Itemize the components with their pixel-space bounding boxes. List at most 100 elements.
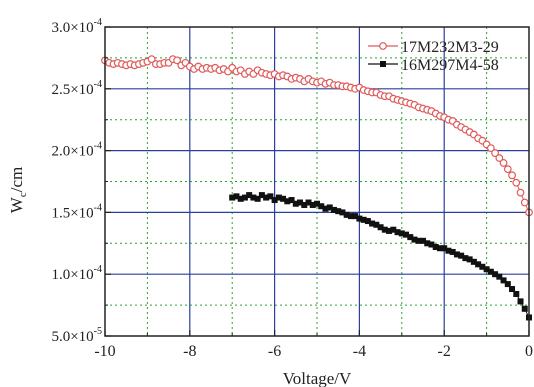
data-point (521, 305, 528, 312)
data-point (398, 230, 405, 237)
data-point (343, 211, 350, 218)
data-point (503, 165, 512, 174)
data-point (504, 281, 511, 288)
data-point (258, 192, 265, 199)
y-tick-label: 1.5×10-4 (51, 202, 102, 221)
data-point (237, 195, 244, 202)
data-point (428, 241, 435, 248)
data-point (347, 213, 354, 220)
y-tick-mantissa: 1.5×10 (51, 205, 93, 221)
data-point (271, 197, 278, 204)
x-tick-label: -4 (353, 343, 366, 360)
data-point (369, 220, 376, 227)
y-axis-label-unit: /cm (7, 167, 26, 193)
data-point (352, 213, 359, 220)
data-point (517, 298, 524, 305)
y-tick-exponent: -4 (94, 202, 102, 213)
data-point (318, 203, 325, 210)
data-point (486, 144, 495, 153)
y-tick-label: 1.0×10-4 (51, 264, 102, 283)
data-point (339, 209, 346, 216)
legend-marker-2 (380, 61, 386, 67)
data-point (441, 245, 448, 252)
data-point (330, 206, 337, 213)
data-point (360, 216, 367, 223)
x-tick-label: -6 (268, 343, 281, 360)
y-tick-mantissa: 2.5×10 (51, 82, 93, 98)
series-2 (229, 192, 532, 321)
data-point (386, 227, 393, 234)
data-point (407, 234, 414, 241)
data-point (403, 231, 410, 238)
legend-marker-1 (379, 42, 387, 50)
data-point (301, 201, 308, 208)
data-point (495, 154, 504, 162)
legend: 17M232M3-29 16M297M4-58 (368, 39, 499, 74)
data-point (326, 204, 333, 211)
data-point (470, 258, 477, 265)
data-point (520, 198, 529, 207)
x-axis-label: Voltage/V (283, 369, 352, 387)
y-tick-mantissa: 2.0×10 (51, 144, 93, 160)
data-point (241, 194, 248, 201)
data-point (516, 188, 525, 197)
y-tick-label: 2.0×10-4 (51, 141, 102, 160)
data-point (254, 195, 261, 202)
data-point (462, 255, 469, 262)
data-point (491, 149, 499, 157)
y-tick-exponent: -4 (94, 141, 102, 152)
data-point (508, 171, 516, 180)
data-point (487, 268, 494, 275)
data-point (364, 218, 371, 225)
data-point (292, 200, 299, 207)
data-point (445, 247, 452, 254)
data-point (284, 198, 291, 205)
x-tick-label: -8 (183, 343, 196, 360)
data-point (436, 245, 443, 252)
y-axis-label: Wc/cm (7, 167, 29, 213)
data-point (513, 290, 520, 297)
data-point (297, 199, 304, 206)
x-tick-label: 0 (525, 343, 533, 360)
data-point (458, 252, 465, 259)
data-point (322, 205, 329, 212)
data-point (492, 271, 499, 278)
data-point (449, 248, 456, 255)
data-point (479, 263, 486, 270)
data-point (250, 194, 257, 201)
data-point (280, 195, 287, 202)
data-point (335, 208, 342, 215)
data-point (420, 237, 426, 244)
data-point (496, 273, 503, 280)
data-point (229, 194, 236, 201)
y-tick-exponent: -4 (94, 264, 102, 275)
data-point (394, 229, 401, 236)
y-tick-label: 3.0×10-4 (51, 17, 102, 36)
legend-label-1: 17M232M3-29 (401, 39, 499, 56)
series-line (232, 194, 530, 318)
data-point (509, 286, 516, 293)
data-point (147, 55, 156, 64)
series-layer (101, 55, 533, 321)
data-point (475, 261, 482, 268)
data-point (453, 251, 460, 258)
data-point (390, 226, 397, 233)
data-point (173, 56, 181, 65)
tick-layer: -10 -8 -6 -4 -2 05.0×10-51.0×10-41.5×10-42.0×… (51, 17, 533, 360)
data-point (432, 244, 439, 251)
data-point (377, 224, 384, 231)
data-point (233, 193, 240, 200)
y-tick-mantissa: 1.0×10 (51, 267, 93, 283)
x-tick-label: -2 (438, 343, 451, 360)
data-point (267, 193, 274, 200)
data-point (275, 194, 282, 201)
data-point (373, 221, 380, 228)
y-tick-exponent: -4 (94, 79, 102, 90)
data-point (500, 277, 507, 284)
data-point (499, 159, 508, 167)
y-tick-label: 5.0×10-5 (51, 326, 102, 345)
x-tick-label: -10 (94, 343, 115, 360)
data-point (415, 237, 422, 244)
y-tick-exponent: -4 (94, 17, 102, 28)
